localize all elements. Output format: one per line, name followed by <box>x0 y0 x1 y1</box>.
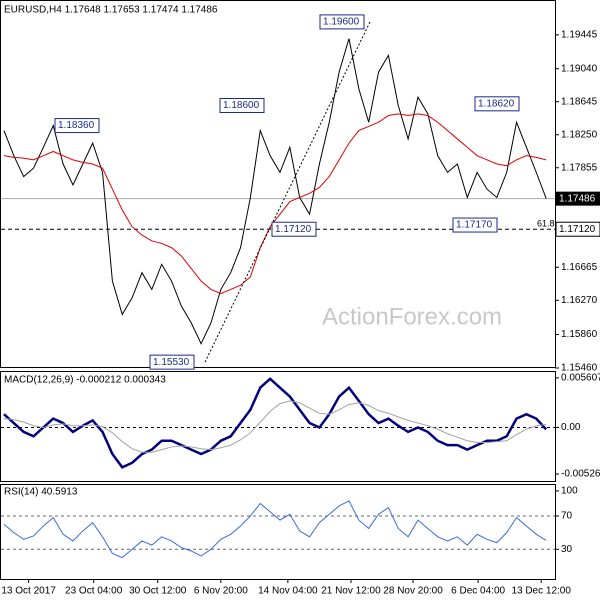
x-tick-label: 13 Oct 2017 <box>1 586 56 597</box>
price-tag <box>556 191 600 206</box>
rsi-panel <box>0 484 556 580</box>
y-tick-label: 1.19040 <box>561 63 598 74</box>
macd-label: MACD(12,26,9) -0.000212 0.000343 <box>4 375 166 386</box>
annotation-label: 1.19600 <box>323 17 360 28</box>
annotation-label: 1.18360 <box>58 120 95 131</box>
y-tick-label: 0.005607 <box>561 373 600 384</box>
level-tag-label: 1.17120 <box>559 224 596 235</box>
y-tick-label: 1.19445 <box>561 29 598 40</box>
x-tick-label: 6 Dec 04:00 <box>451 586 505 597</box>
annotation-box <box>271 221 317 237</box>
x-tick-label: 23 Oct 04:00 <box>65 586 123 597</box>
y-tick-label: 1.18645 <box>561 96 598 107</box>
y-tick-label: -0.005267 <box>561 469 600 480</box>
y-tick-label: 1.16270 <box>561 295 598 306</box>
y-tick-label: 1.18250 <box>561 129 598 140</box>
annotation-label: 1.15530 <box>153 357 190 368</box>
x-tick-label: 14 Nov 04:00 <box>258 586 318 597</box>
y-tick-label: 1.15460 <box>561 363 598 374</box>
x-tick-label: 21 Nov 12:00 <box>321 586 381 597</box>
y-tick-label: 1.15860 <box>561 329 598 340</box>
annotation-box <box>319 14 365 30</box>
main-panel <box>0 0 556 368</box>
annotation-box <box>474 96 520 112</box>
x-tick-label: 13 Dec 12:00 <box>511 586 571 597</box>
y-tick-label: 0.00 <box>561 422 581 433</box>
level-tag <box>555 221 600 237</box>
chart-title: EURUSD,H4 1.17648 1.17653 1.17474 1.1748… <box>4 5 218 16</box>
annotation-label: 1.18620 <box>478 98 515 109</box>
rsi-label: RSI(14) 40.5913 <box>4 487 78 498</box>
x-tick-label: 6 Nov 20:00 <box>194 586 248 597</box>
annotation-box <box>219 97 265 113</box>
fib-ratio: 61.8 <box>537 219 555 229</box>
annotation-box <box>149 354 195 370</box>
annotation-label: 1.18600 <box>223 100 260 111</box>
series-line <box>3 400 547 453</box>
x-tick-label: 28 Nov 20:00 <box>383 586 443 597</box>
y-tick-label: 100 <box>561 486 578 497</box>
series-line <box>3 38 547 345</box>
annotation-box <box>452 217 498 233</box>
y-tick-label: 70 <box>561 511 573 522</box>
x-tick-label: 30 Oct 12:00 <box>129 586 187 597</box>
price-tag-label: 1.17486 <box>559 193 596 204</box>
series-line <box>3 377 548 469</box>
series-line <box>3 113 547 295</box>
macd-panel <box>0 371 556 482</box>
y-tick-label: 1.17855 <box>561 162 598 173</box>
annotation-label: 1.17120 <box>275 224 312 235</box>
annotation-box <box>54 118 100 134</box>
series-line <box>3 500 547 559</box>
watermark: ActionForex.com <box>322 303 502 330</box>
trend-line <box>204 21 371 363</box>
y-tick-label: 1.16665 <box>561 262 598 273</box>
annotation-label: 1.17170 <box>456 220 493 231</box>
y-tick-label: 30 <box>561 544 573 555</box>
